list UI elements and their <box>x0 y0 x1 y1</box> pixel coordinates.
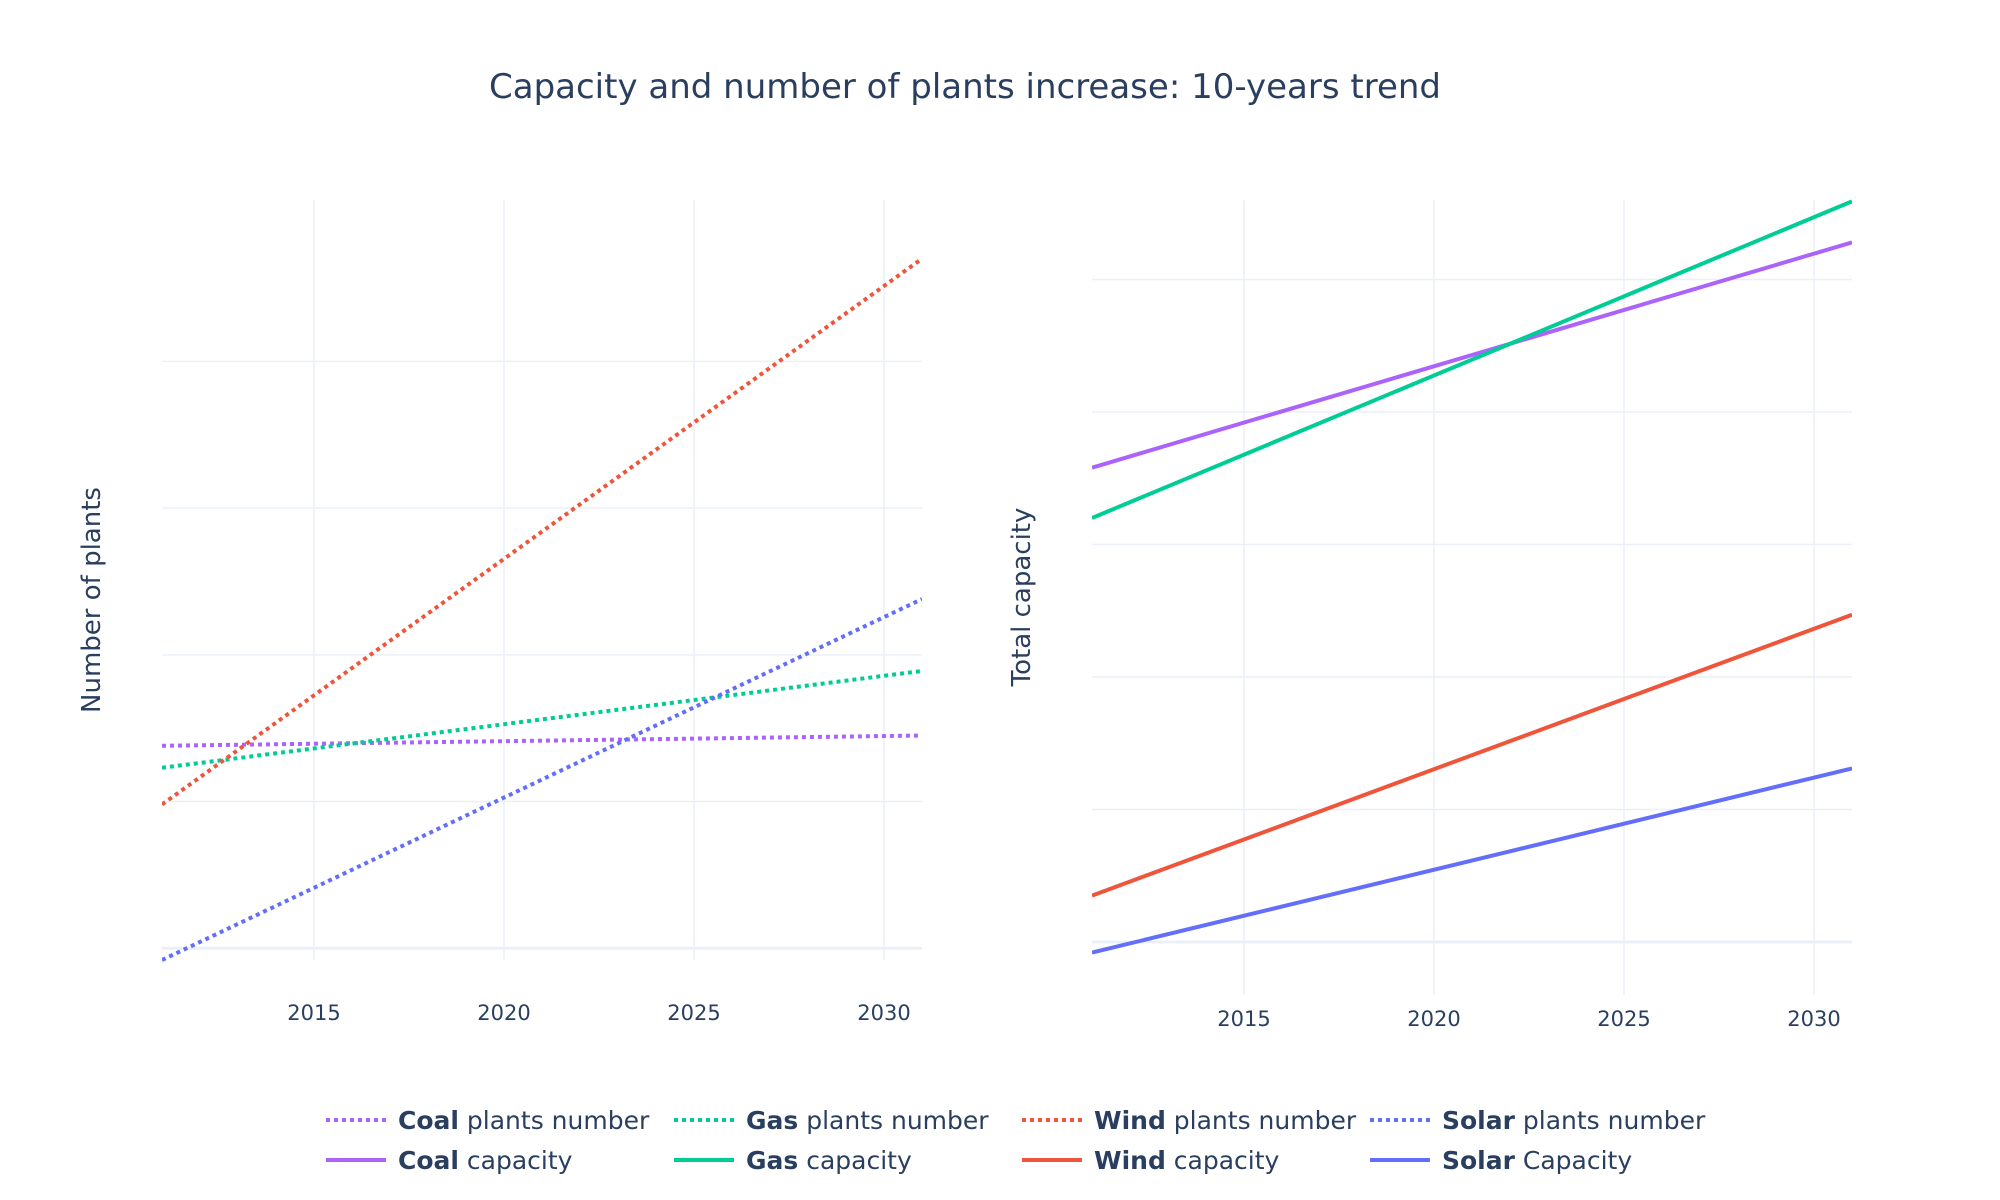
legend-item-coal-plants-number[interactable]: Coal plants number <box>326 1106 650 1135</box>
legend-item-wind-capacity[interactable]: Wind capacity <box>1022 1146 1280 1175</box>
series-lines <box>1092 199 1852 955</box>
x-tick-label: 2025 <box>667 1001 720 1025</box>
series-lines <box>162 257 922 962</box>
legend-item-coal-capacity[interactable]: Coal capacity <box>326 1146 573 1175</box>
x-tick-label: 2020 <box>477 1001 530 1025</box>
x-tick-label: 2015 <box>287 1001 340 1025</box>
legend-label: Coal plants number <box>398 1106 650 1135</box>
legend-label: Solar Capacity <box>1442 1146 1632 1175</box>
series-line-coal-plants-number[interactable] <box>162 733 922 748</box>
x-tick-label: 2025 <box>1597 1007 1650 1031</box>
legend-item-gas-plants-number[interactable]: Gas plants number <box>674 1106 989 1135</box>
legend-item-gas-capacity[interactable]: Gas capacity <box>674 1146 912 1175</box>
series-line-solar-capacity[interactable] <box>1092 766 1852 955</box>
x-tick-label: 2015 <box>1217 1007 1270 1031</box>
series-line-solar-plants-number[interactable] <box>162 597 922 962</box>
legend-label: Wind capacity <box>1094 1146 1280 1175</box>
chart-title: Capacity and number of plants increase: … <box>489 67 1441 107</box>
x-tick-label: 2020 <box>1407 1007 1460 1031</box>
legend-item-solar-plants-number[interactable]: Solar plants number <box>1370 1106 1706 1135</box>
legend-label: Gas plants number <box>746 1106 989 1135</box>
series-line-gas-capacity[interactable] <box>1092 199 1852 520</box>
y-axis-title: Number of plants <box>77 487 107 713</box>
subplots: 2015 2020 2025 2030 Number of plants 2015 2020… <box>77 199 1852 1031</box>
legend-label: Gas capacity <box>746 1146 912 1175</box>
series-line-coal-capacity[interactable] <box>1092 240 1852 470</box>
subplot-1: 2015 2020 2025 2030 Number of plants <box>77 200 922 1025</box>
series-line-gas-plants-number[interactable] <box>162 668 922 770</box>
series-line-wind-plants-number[interactable] <box>162 257 922 807</box>
subplot-2: 2015 2020 2025 2030 Total capacity <box>1007 199 1852 1031</box>
series-line-wind-capacity[interactable] <box>1092 612 1852 898</box>
legend-label: Solar plants number <box>1442 1106 1706 1135</box>
legend-label: Wind plants number <box>1094 1106 1357 1135</box>
legend-label: Coal capacity <box>398 1146 573 1175</box>
legend[interactable]: Coal plants number Gas plants number Wind … <box>326 1106 1706 1175</box>
legend-item-wind-plants-number[interactable]: Wind plants number <box>1022 1106 1357 1135</box>
x-tick-label: 2030 <box>857 1001 910 1025</box>
legend-item-solar-capacity[interactable]: Solar Capacity <box>1370 1146 1632 1175</box>
x-tick-label: 2030 <box>1787 1007 1840 1031</box>
y-axis-title: Total capacity <box>1007 508 1037 688</box>
